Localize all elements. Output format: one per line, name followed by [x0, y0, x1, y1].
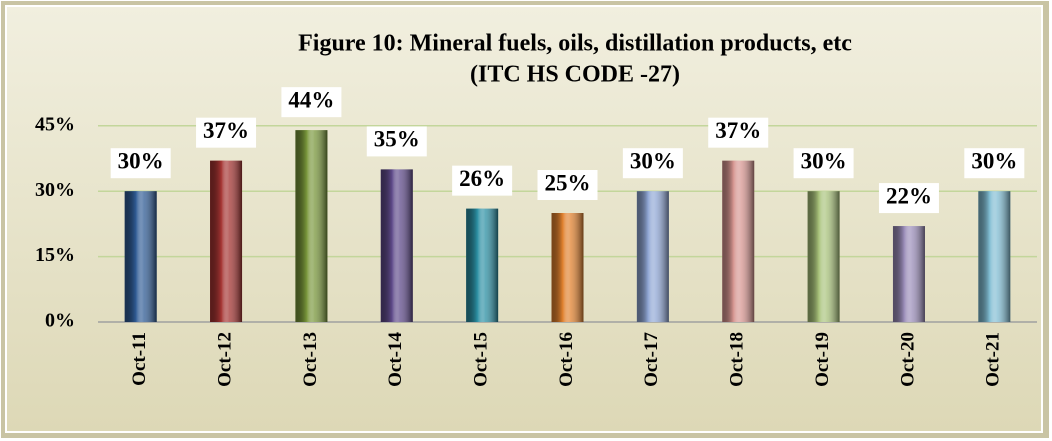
value-label-box	[793, 148, 854, 179]
value-label-box	[281, 87, 342, 118]
chart-title: Figure 10: Mineral fuels, oils, distilla…	[298, 31, 852, 57]
y-tick-label: 0%	[45, 310, 75, 332]
x-tick-label: Oct-15	[470, 332, 491, 387]
x-tick-label: Oct-21	[983, 332, 1004, 387]
bar-shade	[636, 191, 669, 322]
value-label-box	[452, 165, 513, 196]
value-label-box	[110, 148, 171, 179]
x-tick-label: Oct-13	[300, 332, 321, 387]
value-label-box	[964, 148, 1025, 179]
x-tick-label: Oct-12	[214, 332, 235, 387]
y-tick-label: 30%	[35, 179, 75, 201]
value-label: 37%	[715, 118, 761, 143]
value-label: 30%	[971, 148, 1017, 173]
bar-shade	[466, 208, 499, 322]
x-tick-label: Oct-18	[727, 332, 748, 387]
bar-shade	[380, 169, 413, 322]
bar-shade	[978, 191, 1011, 322]
x-tick-label: Oct-17	[641, 332, 662, 387]
bar-shade	[807, 191, 840, 322]
bar-shade	[892, 226, 925, 322]
value-label: 25%	[545, 170, 591, 195]
x-tick-label: Oct-14	[385, 332, 406, 387]
bar-shade	[722, 160, 755, 322]
value-label: 22%	[886, 183, 932, 208]
x-tick-label: Oct-11	[129, 332, 150, 386]
value-label-box	[622, 148, 683, 179]
chart-subtitle: (ITC HS CODE -27)	[470, 62, 680, 88]
value-label: 37%	[203, 118, 249, 143]
value-label: 26%	[459, 166, 505, 191]
value-label-box	[537, 170, 598, 200]
value-label-box	[708, 117, 769, 148]
x-tick-label: Oct-19	[812, 332, 833, 387]
value-label: 30%	[801, 148, 847, 173]
value-label-box	[878, 183, 939, 214]
bar-shade	[295, 130, 328, 322]
y-tick-label: 15%	[35, 244, 75, 266]
value-label-box	[366, 126, 427, 157]
value-label: 30%	[630, 148, 676, 173]
y-tick-label: 45%	[35, 113, 75, 135]
bar-shade	[551, 213, 584, 322]
panel	[5, 5, 1043, 433]
value-label: 30%	[118, 148, 164, 173]
bar-shade	[124, 191, 157, 322]
value-label: 44%	[288, 87, 334, 112]
value-label-box	[196, 117, 257, 148]
bar-shade	[210, 160, 243, 322]
x-tick-label: Oct-16	[556, 332, 577, 387]
value-label: 35%	[374, 127, 420, 152]
x-tick-label: Oct-20	[897, 332, 918, 387]
